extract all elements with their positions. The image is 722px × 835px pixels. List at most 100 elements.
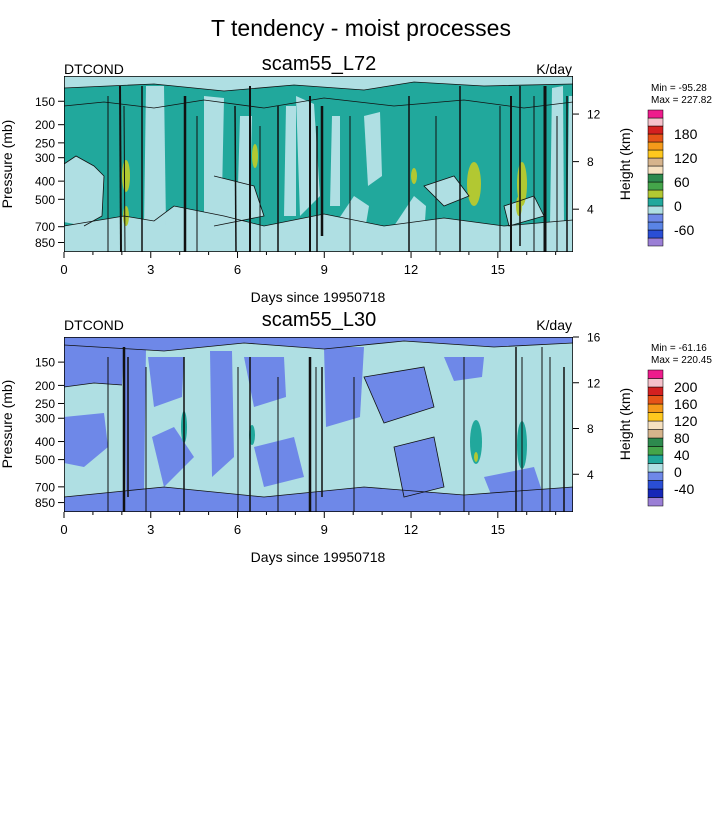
colorbar-bin bbox=[647, 229, 664, 239]
y2-tick-label: 4 bbox=[587, 468, 594, 482]
y-tick-label: 150 bbox=[35, 356, 55, 370]
panel-bottom-units: K/day bbox=[536, 317, 572, 333]
colorbar-bin bbox=[647, 165, 664, 175]
x-tick-label: 6 bbox=[234, 522, 241, 537]
colorbar-label: 0 bbox=[674, 464, 682, 480]
panel-top-title: scam55_L72 bbox=[262, 53, 377, 75]
colorbar-bin bbox=[647, 149, 664, 159]
x-tick-label: 0 bbox=[60, 262, 67, 277]
colorbar-bin bbox=[647, 181, 664, 191]
colorbar-bin bbox=[647, 117, 664, 127]
panel-bottom-legend-min: Min = -61.16 bbox=[651, 343, 707, 354]
y2-tick-label: 8 bbox=[587, 422, 594, 436]
colorbar-bin bbox=[647, 463, 664, 473]
colorbar-bin bbox=[647, 221, 664, 231]
colorbar-bin bbox=[647, 125, 664, 135]
colorbar-bin bbox=[647, 395, 664, 405]
colorbar-bin bbox=[647, 454, 664, 464]
panel-bottom-y2label: Height (km) bbox=[617, 388, 633, 460]
y-tick-label: 850 bbox=[35, 496, 55, 510]
y2-tick-label: 12 bbox=[587, 108, 601, 122]
y-tick-label: 400 bbox=[35, 435, 55, 449]
colorbar-bin bbox=[647, 412, 664, 422]
colorbar-label: 80 bbox=[674, 430, 690, 446]
panel-bottom-title: scam55_L30 bbox=[262, 309, 377, 331]
panel-top-legend-max: Max = 227.82 bbox=[651, 95, 712, 106]
panel-bottom-xlabel: Days since 19950718 bbox=[251, 549, 386, 565]
panel-top-colorbar: 180 120 60 0 -60 bbox=[647, 109, 698, 247]
colorbar-bin bbox=[647, 213, 664, 223]
panel-top-y2label: Height (km) bbox=[617, 128, 633, 200]
panel-bottom-plot-area bbox=[64, 337, 573, 512]
y-tick-label: 700 bbox=[35, 480, 55, 494]
colorbar-bin bbox=[647, 205, 664, 215]
x-tick-label: 9 bbox=[321, 522, 328, 537]
colorbar-bin bbox=[647, 403, 664, 413]
y-tick-label: 200 bbox=[35, 118, 55, 132]
panel-top-units: K/day bbox=[536, 61, 572, 77]
panel-top-ylabel: Pressure (mb) bbox=[0, 120, 15, 209]
colorbar-label: 60 bbox=[674, 174, 690, 190]
colorbar-label: 0 bbox=[674, 198, 682, 214]
y2-tick-label: 4 bbox=[587, 203, 594, 217]
y-tick-label: 500 bbox=[35, 453, 55, 467]
x-tick-label: 15 bbox=[491, 262, 505, 277]
x-tick-label: 12 bbox=[404, 262, 418, 277]
x-tick-label: 3 bbox=[147, 522, 154, 537]
panel-top-xlabel: Days since 19950718 bbox=[251, 289, 386, 305]
y-tick-label: 150 bbox=[35, 95, 55, 109]
colorbar-bin bbox=[647, 133, 664, 143]
y-tick-label: 700 bbox=[35, 220, 55, 234]
colorbar-bin bbox=[647, 480, 664, 490]
panel-top: DTCOND scam55_L72 K/day bbox=[0, 53, 712, 305]
colorbar-label: 180 bbox=[674, 126, 698, 142]
panel-bottom-ylabel: Pressure (mb) bbox=[0, 380, 15, 469]
x-tick-label: 15 bbox=[491, 522, 505, 537]
colorbar-label: 120 bbox=[674, 413, 698, 429]
x-tick-label: 12 bbox=[404, 522, 418, 537]
colorbar-label: 40 bbox=[674, 447, 690, 463]
colorbar-bin bbox=[647, 420, 664, 430]
panel-top-legend-min: Min = -95.28 bbox=[651, 83, 707, 94]
y2-tick-label: 12 bbox=[587, 376, 601, 390]
x-tick-label: 9 bbox=[321, 262, 328, 277]
colorbar-bin bbox=[647, 369, 664, 379]
panel-bottom: DTCOND scam55_L30 K/day bbox=[0, 309, 712, 565]
y-tick-label: 850 bbox=[35, 236, 55, 250]
panel-bottom-left-label: DTCOND bbox=[64, 317, 124, 333]
colorbar-bin bbox=[647, 197, 664, 207]
y-tick-label: 250 bbox=[35, 397, 55, 411]
colorbar-bin bbox=[647, 141, 664, 151]
y-tick-label: 300 bbox=[35, 412, 55, 426]
colorbar-bin bbox=[647, 497, 664, 507]
x-tick-label: 6 bbox=[234, 262, 241, 277]
colorbar-bin bbox=[647, 109, 664, 119]
colorbar-bin bbox=[647, 437, 664, 447]
y-tick-label: 300 bbox=[35, 151, 55, 165]
colorbar-bin bbox=[647, 173, 664, 183]
colorbar-bin bbox=[647, 488, 664, 498]
colorbar-bin bbox=[647, 378, 664, 388]
colorbar-bin bbox=[647, 237, 664, 247]
panel-top-plot-area bbox=[64, 76, 573, 252]
panel-top-left-label: DTCOND bbox=[64, 61, 124, 77]
panel-bottom-legend-max: Max = 220.45 bbox=[651, 355, 712, 366]
colorbar-label: 160 bbox=[674, 396, 698, 412]
y-tick-label: 200 bbox=[35, 379, 55, 393]
colorbar-bin bbox=[647, 157, 664, 167]
colorbar-label: -60 bbox=[674, 222, 694, 238]
colorbar-bin bbox=[647, 471, 664, 481]
colorbar-bin bbox=[647, 386, 664, 396]
x-tick-label: 3 bbox=[147, 262, 154, 277]
colorbar-bin bbox=[647, 429, 664, 439]
colorbar-bin bbox=[647, 446, 664, 456]
figure-title: T tendency - moist processes bbox=[211, 15, 511, 41]
y-tick-label: 400 bbox=[35, 175, 55, 189]
y2-tick-label: 16 bbox=[587, 331, 601, 345]
colorbar-label: -40 bbox=[674, 481, 694, 497]
y-tick-label: 500 bbox=[35, 193, 55, 207]
y2-tick-label: 8 bbox=[587, 155, 594, 169]
